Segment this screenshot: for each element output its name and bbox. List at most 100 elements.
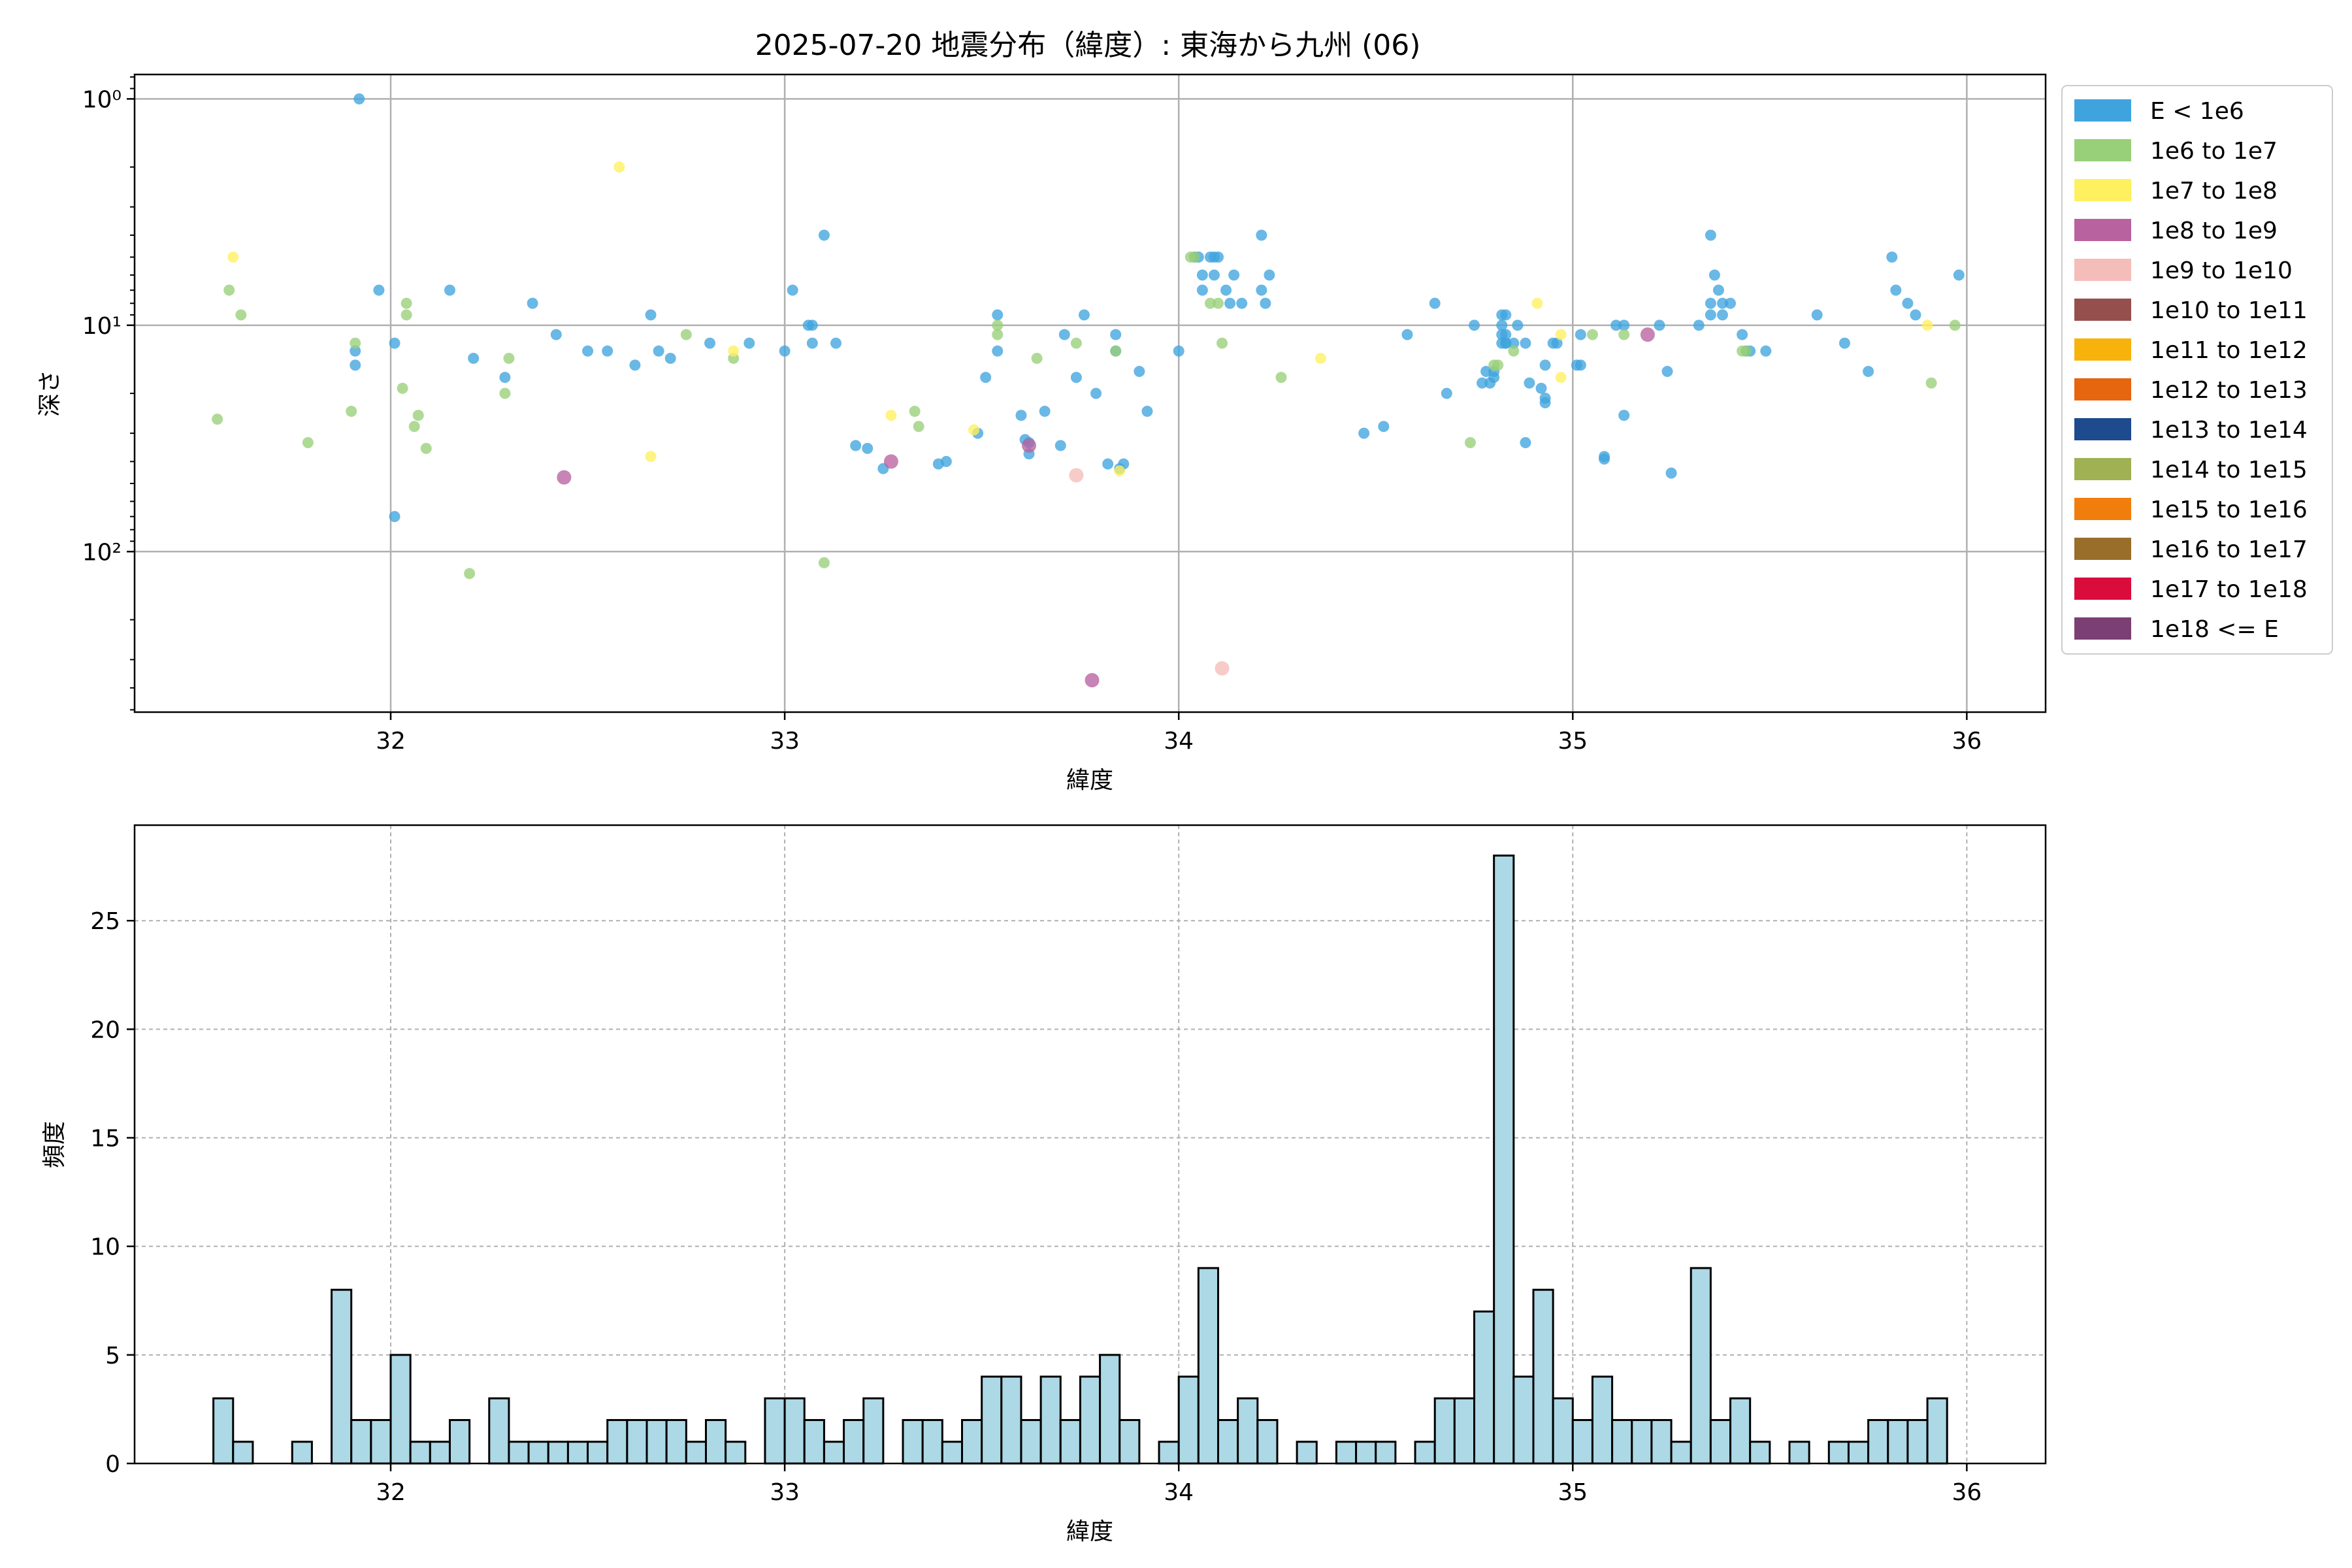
histogram-bar — [389, 1354, 412, 1465]
histogram-bar — [1552, 1397, 1574, 1465]
legend-label: 1e18 <= E — [2150, 616, 2279, 643]
scatter-point — [913, 421, 924, 433]
scatter-point — [1535, 382, 1547, 394]
legend-item: 1e12 to 1e13 — [2074, 377, 2308, 404]
scatter-point — [1224, 297, 1236, 309]
scatter-point — [408, 421, 420, 433]
scatter-point — [1665, 467, 1677, 479]
histogram-bar — [1099, 1354, 1121, 1465]
histogram-bar — [508, 1441, 530, 1465]
histogram-bar — [981, 1375, 1003, 1465]
scatter-point — [400, 297, 412, 309]
legend-swatch — [2074, 179, 2131, 201]
histogram-bar — [1867, 1419, 1889, 1465]
legend-item: 1e9 to 1e10 — [2074, 257, 2293, 284]
scatter-point — [1256, 284, 1267, 296]
scatter-point — [1085, 673, 1100, 688]
histogram-bar — [626, 1419, 648, 1465]
scatter-point — [992, 309, 1004, 321]
scatter-y-ticks: 10⁰ 10¹ 10² — [82, 76, 135, 711]
scatter-point — [1586, 329, 1598, 340]
legend-item: 1e17 to 1e18 — [2074, 576, 2308, 603]
legend-item: 1e16 to 1e17 — [2074, 536, 2308, 563]
legend-swatch — [2074, 259, 2131, 281]
scatter-point — [1575, 329, 1586, 340]
histogram-bar — [606, 1419, 629, 1465]
scatter-point — [1069, 468, 1084, 483]
scatter-point — [499, 372, 511, 384]
scatter-point — [1441, 387, 1452, 399]
scatter-point — [883, 454, 898, 469]
scatter-point — [664, 352, 676, 364]
scatter-point — [1618, 329, 1630, 340]
scatter-point — [1469, 319, 1480, 331]
histogram-bar — [1355, 1441, 1377, 1465]
scatter-point — [779, 345, 791, 357]
histogram-bar — [566, 1441, 589, 1465]
scatter-point — [1213, 252, 1224, 263]
scatter-point — [444, 284, 455, 296]
scatter-point — [1524, 377, 1535, 389]
scatter-point — [1208, 269, 1220, 281]
scatter-point — [1654, 319, 1665, 331]
scatter-point — [1520, 337, 1531, 349]
histogram-bar — [1473, 1310, 1495, 1465]
legend-swatch — [2074, 338, 2131, 361]
histogram-bar — [291, 1441, 313, 1465]
scatter-point — [350, 337, 361, 349]
scatter-point — [350, 359, 361, 371]
histogram-x-tick-label: 33 — [770, 1479, 800, 1506]
histogram-bar — [1611, 1419, 1633, 1465]
legend-label: 1e13 to 1e14 — [2150, 417, 2308, 444]
scatter-grid — [135, 74, 2046, 712]
histogram-bar — [704, 1419, 727, 1465]
histogram-bar — [1571, 1419, 1593, 1465]
scatter-point — [223, 284, 235, 296]
scatter-point — [1110, 345, 1122, 357]
histogram-bar — [547, 1441, 569, 1465]
histogram-bar — [960, 1419, 983, 1465]
legend-label: 1e7 to 1e8 — [2150, 178, 2278, 204]
scatter-x-axis-label: 緯度 — [1066, 767, 1113, 794]
histogram-bar — [331, 1288, 353, 1465]
scatter-y-axis-label: 深さ — [37, 370, 63, 417]
scatter-x-tick-label: 35 — [1558, 728, 1588, 755]
scatter-point — [602, 345, 613, 357]
scatter-point — [1910, 309, 1921, 321]
histogram-x-tick-label: 34 — [1164, 1479, 1194, 1506]
histogram-bar — [1414, 1441, 1436, 1465]
scatter-point — [1031, 352, 1043, 364]
scatter-point — [227, 252, 239, 263]
scatter-point — [1188, 252, 1200, 263]
scatter-point — [353, 93, 365, 105]
histogram-bar — [1729, 1397, 1752, 1465]
scatter-point — [806, 337, 818, 349]
histogram-y-tick-label: 25 — [90, 908, 120, 935]
scatter-point — [1039, 406, 1051, 417]
histogram-bar — [1335, 1441, 1358, 1465]
scatter-point — [645, 309, 657, 321]
scatter-point — [1058, 329, 1070, 340]
scatter-point — [1141, 406, 1153, 417]
scatter-y-tick-label: 10² — [82, 539, 122, 566]
histogram-bar — [1532, 1288, 1554, 1465]
histogram-bar — [1197, 1267, 1220, 1465]
legend-label: 1e9 to 1e10 — [2150, 257, 2293, 284]
histogram-y-axis-label: 頻度 — [41, 1121, 68, 1168]
scatter-point — [743, 337, 755, 349]
scatter-x-tick-label: 32 — [376, 728, 406, 755]
histogram-bar — [232, 1441, 254, 1465]
scatter-point — [1618, 319, 1630, 331]
histogram-y-tick-label: 20 — [90, 1017, 120, 1043]
histogram-bar — [645, 1419, 668, 1465]
scatter-points — [212, 93, 1965, 688]
scatter-point — [350, 345, 361, 357]
histogram-bar — [212, 1397, 235, 1465]
scatter-series — [350, 93, 1965, 523]
histogram-bar — [1887, 1419, 1909, 1465]
histogram-bar — [1020, 1419, 1042, 1465]
scatter-point — [212, 414, 223, 425]
scatter-point — [1378, 421, 1390, 433]
scatter-point — [235, 309, 247, 321]
